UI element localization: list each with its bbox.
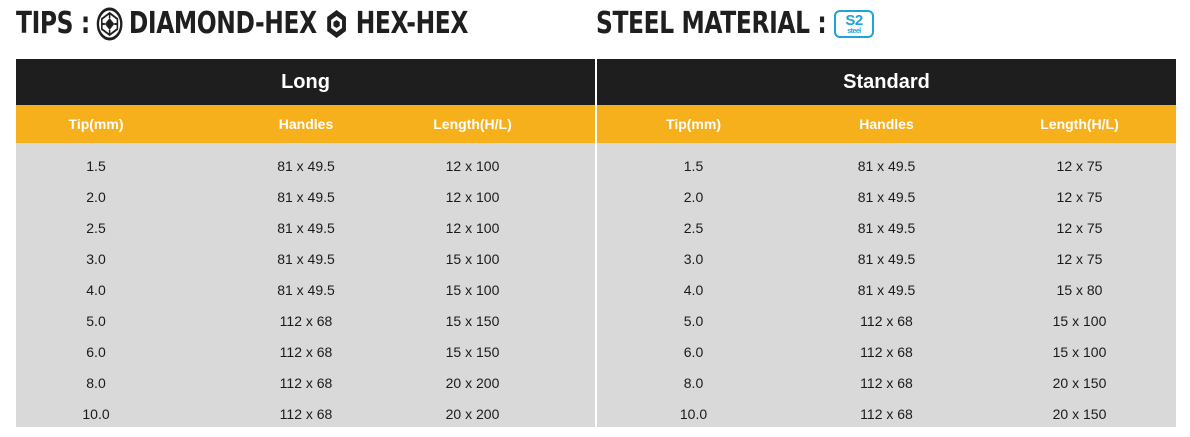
table-row: 1.5 81 x 49.5 12 x 75	[597, 150, 1176, 181]
tip-diamond-hex-label: DIAMOND-HEX	[128, 6, 317, 41]
table-row: 6.0 112 x 68 15 x 100	[597, 336, 1176, 367]
length-cell: 15 x 150	[445, 312, 500, 329]
tip-cell: 10.0	[82, 405, 110, 422]
column-header-handles: Handles	[278, 116, 334, 132]
tip-cell: 6.0	[86, 343, 106, 360]
table-row: 10.0 112 x 68 20 x 200	[16, 398, 595, 429]
length-cell: 12 x 75	[1056, 250, 1103, 267]
length-cell: 15 x 100	[1052, 343, 1107, 360]
standard-column-headers: Tip(mm) Handles Length(H/L)	[597, 105, 1176, 143]
table-row: 8.0 112 x 68 20 x 200	[16, 367, 595, 398]
table-row: 10.0 112 x 68 20 x 150	[597, 398, 1176, 429]
standard-table-title: Standard	[597, 59, 1176, 105]
length-cell: 20 x 150	[1052, 374, 1107, 391]
tip-cell: 8.0	[86, 374, 106, 391]
table-row: 5.0 112 x 68 15 x 150	[16, 305, 595, 336]
tip-cell: 8.0	[683, 374, 704, 391]
standard-table-body: 1.5 81 x 49.5 12 x 75 2.0 81 x 49.5 12 x 75 …	[597, 143, 1176, 429]
table-row: 8.0 112 x 68 20 x 150	[597, 367, 1176, 398]
handles-cell: 81 x 49.5	[857, 219, 916, 236]
column-header-tip: Tip(mm)	[666, 116, 721, 132]
column-header-handles: Handles	[859, 116, 914, 132]
spec-tables: Long Tip(mm) Handles Length(H/L) 1.5 81 x…	[16, 59, 1176, 427]
handles-cell: 112 x 68	[279, 343, 333, 360]
tip-cell: 10.0	[679, 405, 708, 422]
tip-cell: 1.5	[683, 157, 704, 174]
handles-cell: 81 x 49.5	[857, 188, 916, 205]
handles-cell: 112 x 68	[860, 343, 913, 360]
steel-material-label: STEEL MATERIAL :	[596, 6, 827, 41]
tip-cell: 3.0	[86, 250, 106, 267]
column-header-length: Length(H/L)	[1040, 116, 1119, 132]
length-cell: 12 x 75	[1056, 219, 1103, 236]
table-row: 4.0 81 x 49.5 15 x 80	[597, 274, 1176, 305]
length-cell: 15 x 80	[1056, 281, 1103, 298]
spec-header: TIPS : DIAMOND-HEX HEX-HEX STEEL MATERIA…	[0, 0, 1190, 55]
long-table-body: 1.5 81 x 49.5 12 x 100 2.0 81 x 49.5 12 x 10…	[16, 143, 595, 429]
length-cell: 15 x 100	[1052, 312, 1107, 329]
tip-cell: 4.0	[86, 281, 106, 298]
handles-cell: 81 x 49.5	[857, 281, 916, 298]
handles-cell: 112 x 68	[860, 312, 913, 329]
length-cell: 20 x 200	[445, 405, 500, 422]
handles-cell: 112 x 68	[860, 374, 913, 391]
long-table: Long Tip(mm) Handles Length(H/L) 1.5 81 x…	[16, 59, 595, 427]
length-cell: 12 x 100	[445, 157, 500, 174]
tip-cell: 6.0	[683, 343, 704, 360]
length-cell: 12 x 100	[445, 219, 500, 236]
tip-cell: 2.0	[683, 188, 704, 205]
handles-cell: 112 x 68	[279, 405, 333, 422]
table-row: 6.0 112 x 68 15 x 150	[16, 336, 595, 367]
handles-cell: 112 x 68	[860, 405, 913, 422]
tip-cell: 2.0	[86, 188, 106, 205]
tip-cell: 1.5	[86, 157, 106, 174]
tip-cell: 4.0	[683, 281, 704, 298]
length-cell: 12 x 75	[1056, 188, 1103, 205]
handles-cell: 81 x 49.5	[277, 281, 335, 298]
long-column-headers: Tip(mm) Handles Length(H/L)	[16, 105, 595, 143]
tip-cell: 5.0	[86, 312, 106, 329]
length-cell: 12 x 100	[445, 188, 500, 205]
length-cell: 20 x 200	[445, 374, 500, 391]
s2-steel-badge: S2 steel	[834, 9, 874, 38]
tip-cell: 3.0	[683, 250, 704, 267]
tip-cell: 2.5	[86, 219, 106, 236]
length-cell: 20 x 150	[1052, 405, 1107, 422]
table-row: 2.5 81 x 49.5 12 x 100	[16, 212, 595, 243]
length-cell: 12 x 75	[1056, 157, 1103, 174]
table-row: 5.0 112 x 68 15 x 100	[597, 305, 1176, 336]
handles-cell: 81 x 49.5	[857, 157, 916, 174]
handles-cell: 81 x 49.5	[277, 157, 335, 174]
handles-cell: 81 x 49.5	[277, 188, 335, 205]
table-row: 2.5 81 x 49.5 12 x 75	[597, 212, 1176, 243]
table-row: 3.0 81 x 49.5 15 x 100	[16, 243, 595, 274]
table-row: 3.0 81 x 49.5 12 x 75	[597, 243, 1176, 274]
long-table-title: Long	[16, 59, 595, 105]
handles-cell: 81 x 49.5	[857, 250, 916, 267]
hex-hex-icon	[323, 7, 350, 41]
column-header-length: Length(H/L)	[433, 116, 512, 132]
tip-cell: 2.5	[683, 219, 704, 236]
table-row: 1.5 81 x 49.5 12 x 100	[16, 150, 595, 181]
column-header-tip: Tip(mm)	[68, 116, 124, 132]
steel-heading: STEEL MATERIAL : S2 steel	[596, 6, 874, 41]
badge-main-text: S2	[845, 11, 863, 29]
table-row: 4.0 81 x 49.5 15 x 100	[16, 274, 595, 305]
badge-sub-text: steel	[847, 27, 861, 35]
handles-cell: 112 x 68	[279, 374, 333, 391]
table-row: 2.0 81 x 49.5 12 x 100	[16, 181, 595, 212]
tip-cell: 5.0	[683, 312, 704, 329]
length-cell: 15 x 150	[445, 343, 500, 360]
handles-cell: 112 x 68	[279, 312, 333, 329]
length-cell: 15 x 100	[445, 281, 500, 298]
table-row: 2.0 81 x 49.5 12 x 75	[597, 181, 1176, 212]
handles-cell: 81 x 49.5	[277, 250, 335, 267]
tip-hex-hex-label: HEX-HEX	[355, 6, 469, 41]
tips-heading: TIPS : DIAMOND-HEX HEX-HEX	[16, 6, 468, 41]
standard-table: Standard Tip(mm) Handles Length(H/L) 1.5…	[597, 59, 1176, 427]
tips-label: TIPS :	[16, 6, 90, 41]
diamond-hex-icon	[96, 7, 123, 41]
length-cell: 15 x 100	[445, 250, 500, 267]
handles-cell: 81 x 49.5	[277, 219, 335, 236]
